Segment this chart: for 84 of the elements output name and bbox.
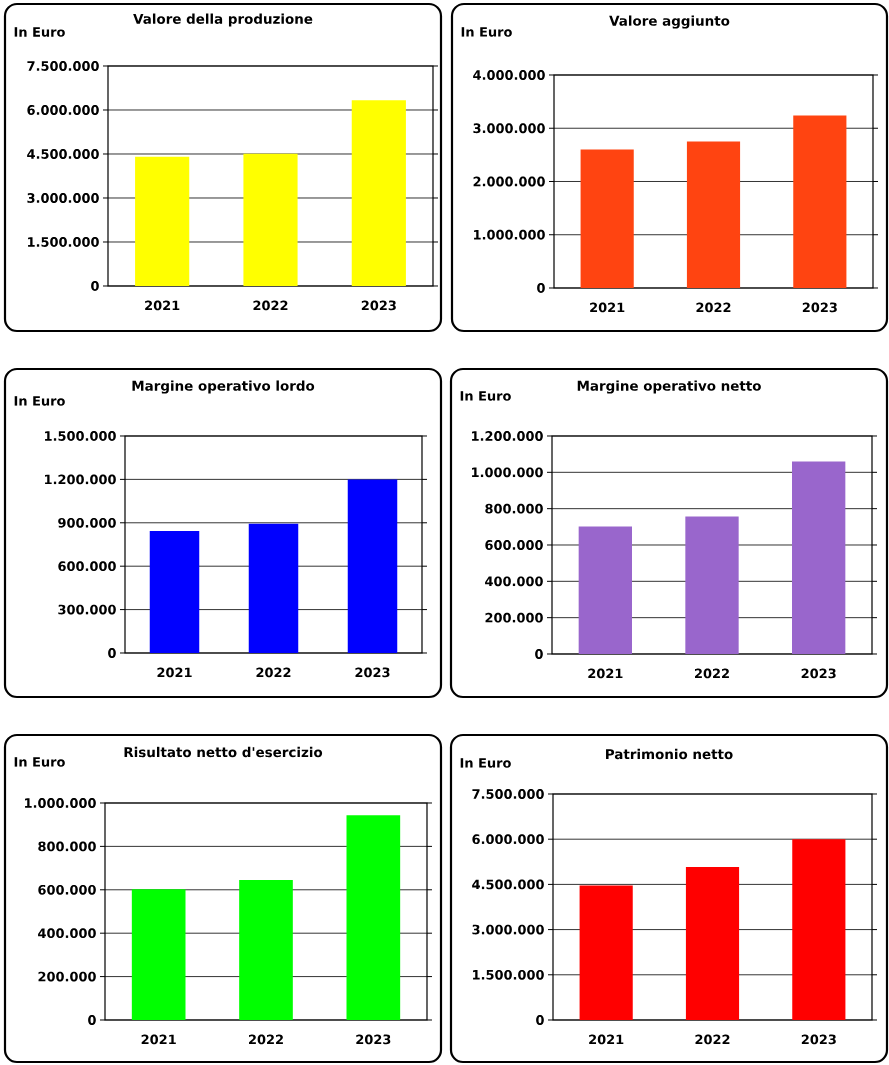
x-tick-label: 2021: [589, 1034, 624, 1045]
x-tick-label: 2022: [695, 668, 729, 679]
bar: [149, 530, 200, 653]
y-tick-label: 6.000.000: [27, 105, 99, 115]
y-tick-label: 0: [88, 1015, 96, 1025]
y-tick-label: 200.000: [485, 612, 543, 623]
y-tick-label: 800.000: [485, 503, 543, 514]
x-tick-label: 2023: [801, 668, 836, 679]
y-tick-label: 400.000: [38, 928, 96, 939]
y-tick-label: 1.200.000: [472, 431, 543, 441]
chart-title: Margine operativo lordo: [132, 380, 315, 394]
y-tick-label: 600.000: [38, 884, 96, 895]
y-tick-label: 1.500.000: [45, 431, 116, 441]
y-tick-label: 2.000.000: [473, 176, 545, 187]
y-tick-label: 6.000.000: [472, 834, 544, 845]
y-tick-label: 800.000: [38, 841, 96, 852]
y-tick-label: 3.000.000: [472, 924, 544, 935]
y-axis-title: In Euro: [460, 758, 511, 768]
y-tick-label: 0: [108, 648, 116, 658]
bar: [578, 526, 632, 654]
chart-title: Margine operativo netto: [577, 380, 761, 394]
bar: [793, 115, 847, 288]
x-tick-label: 2023: [361, 300, 396, 311]
x-tick-label: 2022: [696, 302, 731, 313]
y-tick-label: 600.000: [485, 540, 543, 550]
y-tick-label: 4.500.000: [27, 149, 99, 159]
y-tick-label: 600.000: [58, 561, 116, 572]
bar: [792, 839, 846, 1020]
y-tick-label: 3.000.000: [473, 123, 545, 134]
bar: [685, 516, 739, 654]
bar: [686, 141, 741, 288]
bar: [347, 479, 398, 653]
bar: [135, 156, 190, 286]
bar: [580, 149, 634, 288]
y-tick-label: 7.500.000: [472, 789, 544, 799]
bar: [351, 100, 406, 286]
y-tick-label: 400.000: [485, 576, 543, 587]
y-tick-label: 3.000.000: [27, 193, 99, 203]
x-tick-label: 2022: [253, 300, 288, 311]
x-tick-label: 2022: [695, 1034, 730, 1045]
y-axis-title: In Euro: [460, 391, 511, 401]
x-tick-label: 2021: [157, 667, 192, 678]
x-tick-label: 2022: [256, 667, 291, 678]
y-tick-label: 7.500.000: [27, 61, 99, 71]
x-tick-label: 2022: [249, 1034, 283, 1045]
y-tick-label: 1.000.000: [472, 467, 543, 478]
y-tick-label: 1.000.000: [474, 229, 545, 240]
y-tick-label: 0: [535, 649, 543, 659]
y-tick-label: 4.500.000: [472, 879, 544, 890]
bar: [346, 815, 401, 1020]
x-tick-label: 2021: [145, 300, 180, 311]
x-tick-label: 2021: [141, 1034, 176, 1045]
x-tick-label: 2023: [356, 1034, 391, 1045]
bar: [248, 523, 299, 653]
bar: [243, 153, 298, 286]
y-tick-label: 200.000: [38, 971, 96, 982]
bar: [131, 889, 186, 1020]
x-tick-label: 2023: [802, 302, 837, 313]
chart-title: Valore della produzione: [133, 13, 313, 27]
y-tick-label: 1.000.000: [25, 798, 96, 808]
x-tick-label: 2021: [588, 668, 623, 679]
y-tick-label: 1.500.000: [473, 969, 544, 980]
y-axis-title: In Euro: [14, 757, 65, 767]
chart-title: Patrimonio netto: [606, 748, 733, 760]
chart-title: Risultato netto d'esercizio: [124, 746, 323, 758]
y-tick-label: 0: [536, 1015, 544, 1025]
y-tick-label: 0: [91, 281, 99, 291]
y-tick-label: 900.000: [58, 517, 116, 528]
bar: [579, 885, 633, 1020]
x-tick-label: 2023: [801, 1034, 836, 1045]
y-tick-label: 300.000: [58, 604, 116, 615]
bar: [239, 880, 293, 1020]
chart-title: Valore aggiunto: [609, 15, 730, 29]
y-tick-label: 1.500.000: [28, 237, 99, 247]
x-tick-label: 2023: [355, 667, 390, 678]
bar: [792, 461, 846, 654]
y-axis-title: In Euro: [14, 396, 65, 406]
y-tick-label: 0: [537, 283, 545, 293]
bar: [685, 866, 740, 1020]
y-axis-title: In Euro: [461, 27, 512, 37]
y-tick-label: 4.000.000: [473, 70, 545, 80]
y-tick-label: 1.200.000: [45, 474, 116, 485]
x-tick-label: 2021: [590, 302, 625, 313]
y-axis-title: In Euro: [14, 27, 65, 37]
